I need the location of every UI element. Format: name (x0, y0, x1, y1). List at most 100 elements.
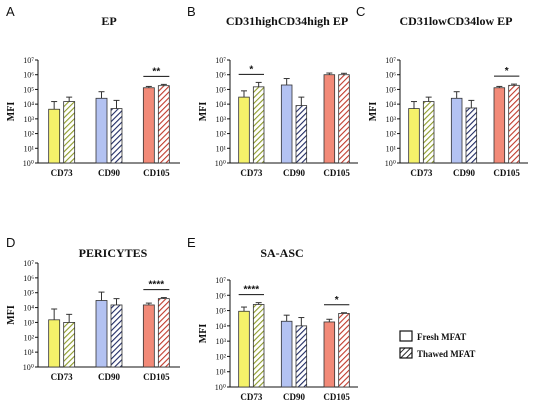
x-tick-label: CD105 (143, 168, 170, 178)
y-tick-label: 10¹ (216, 368, 227, 377)
panel-B: B CD31highCD34high EP MFI 10⁰ 10¹ 10² 10³ 10⁴ 10… (187, 4, 358, 178)
x-tick-label: CD90 (283, 392, 305, 402)
bar-cd105-fresh (323, 74, 336, 164)
significance-label: * (249, 64, 253, 75)
bar-cd105-thawed (157, 85, 170, 164)
y-tick-label: 10⁰ (23, 159, 34, 168)
legend-label: Fresh MFAT (417, 332, 466, 342)
y-tick-label: 10⁶ (23, 71, 34, 80)
x-tick-label: CD73 (51, 372, 73, 382)
bar-cd73-thawed (422, 101, 435, 164)
y-tick-label: 10² (216, 352, 227, 361)
bar-cd90-fresh (280, 84, 293, 164)
significance-label: * (505, 66, 509, 77)
x-tick-label: CD73 (240, 392, 262, 402)
y-tick-label: 10⁴ (215, 100, 226, 109)
y-tick-label: 10⁵ (23, 85, 34, 94)
legend: Fresh MFAT Thawed MFAT (399, 330, 475, 359)
y-tick-label: 10² (386, 130, 397, 139)
bar-cd105-fresh (142, 87, 155, 164)
x-tick-label: CD73 (410, 168, 432, 178)
panel-letter: A (6, 4, 15, 19)
y-tick-label: 10¹ (24, 144, 35, 153)
bar-cd105-fresh (323, 321, 336, 388)
significance-label: **** (149, 280, 165, 291)
bar-cd90-fresh (95, 97, 108, 164)
y-tick-label: 10³ (24, 318, 35, 327)
legend-swatch-thawed (399, 347, 413, 359)
y-tick-label: 10⁰ (23, 363, 34, 372)
bar-cd90-fresh (95, 300, 108, 368)
y-tick-label: 10¹ (386, 144, 397, 153)
y-tick-label: 10⁷ (215, 56, 226, 65)
bar-cd105-thawed (157, 298, 170, 368)
bar-cd73-fresh (48, 319, 61, 368)
y-tick-label: 10⁴ (23, 100, 34, 109)
x-tick-label: CD90 (283, 168, 305, 178)
y-tick-label: 10⁷ (23, 56, 34, 65)
y-tick-label: 10⁰ (215, 159, 226, 168)
y-axis-label: MFI (6, 102, 17, 122)
panel-title: SA-ASC (260, 246, 303, 260)
x-tick-label: CD73 (240, 168, 262, 178)
y-tick-label: 10⁵ (215, 307, 226, 316)
y-tick-label: 10² (24, 333, 35, 342)
x-tick-label: CD105 (323, 392, 350, 402)
bar-cd105-thawed (338, 74, 350, 164)
panel-title: EP (101, 14, 116, 28)
y-tick-label: 10⁰ (215, 383, 226, 392)
panel-title: PERICYTES (79, 246, 148, 260)
panel-letter: E (187, 235, 196, 250)
x-tick-label: CD105 (323, 168, 350, 178)
panel-D: D PERICYTES MFI 10⁰ 10¹ 10² 10³ 10⁴ 10⁵ 10⁶ 10⁷ CD7… (6, 235, 180, 382)
y-tick-label: 10⁰ (385, 159, 396, 168)
x-tick-label: CD90 (98, 372, 120, 382)
y-tick-label: 10⁷ (215, 276, 226, 285)
y-tick-label: 10⁵ (385, 85, 396, 94)
significance-label: **** (244, 285, 260, 296)
y-tick-label: 10⁶ (23, 274, 34, 283)
panel-letter: B (187, 4, 196, 19)
y-tick-label: 10⁴ (23, 304, 34, 313)
panel-letter: D (6, 235, 15, 250)
x-tick-label: CD105 (493, 168, 520, 178)
y-tick-label: 10⁵ (215, 85, 226, 94)
x-tick-label: CD90 (98, 168, 120, 178)
y-tick-label: 10⁶ (215, 291, 226, 300)
y-tick-label: 10² (24, 130, 35, 139)
y-tick-label: 10¹ (24, 348, 35, 357)
panel-letter: C (356, 4, 365, 19)
significance-label: * (335, 295, 339, 306)
y-tick-label: 10⁷ (385, 56, 396, 65)
y-tick-label: 10⁴ (385, 100, 396, 109)
bar-cd90-fresh (280, 320, 293, 388)
bar-cd90-thawed (465, 107, 478, 164)
panel-title: CD31lowCD34low EP (400, 14, 513, 28)
y-tick-label: 10⁵ (23, 289, 34, 298)
panel-C: C CD31lowCD34low EP MFI 10⁰ 10¹ 10² 10³ 10⁴ 10⁵ 1… (356, 4, 528, 178)
bar-cd73-fresh (238, 96, 250, 164)
y-tick-label: 10² (216, 130, 227, 139)
y-tick-label: 10³ (386, 115, 397, 124)
bar-cd73-thawed (252, 304, 265, 388)
y-tick-label: 10⁷ (23, 259, 34, 268)
bar-cd105-fresh (142, 304, 155, 368)
bar-cd73-thawed (252, 86, 265, 164)
y-axis-label: MFI (368, 102, 379, 122)
bar-cd90-thawed (295, 325, 308, 388)
y-tick-label: 10³ (216, 115, 227, 124)
panel-E: ESA-ASCMFI10⁰10¹10²10³10⁴10⁵10⁶10⁷CD73**… (187, 235, 358, 402)
bar-cd90-fresh (450, 97, 463, 164)
bar-cd90-thawed (295, 105, 308, 164)
x-tick-label: CD90 (453, 168, 475, 178)
y-tick-label: 10⁶ (215, 71, 226, 80)
bar-cd105-fresh (493, 87, 506, 164)
y-axis-label: MFI (198, 324, 209, 344)
bar-cd73-thawed (63, 101, 76, 164)
panel-title: CD31highCD34high EP (226, 14, 348, 28)
bar-cd73-fresh (238, 310, 250, 388)
bar-cd73-thawed (63, 322, 76, 368)
bar-cd73-fresh (48, 108, 61, 164)
